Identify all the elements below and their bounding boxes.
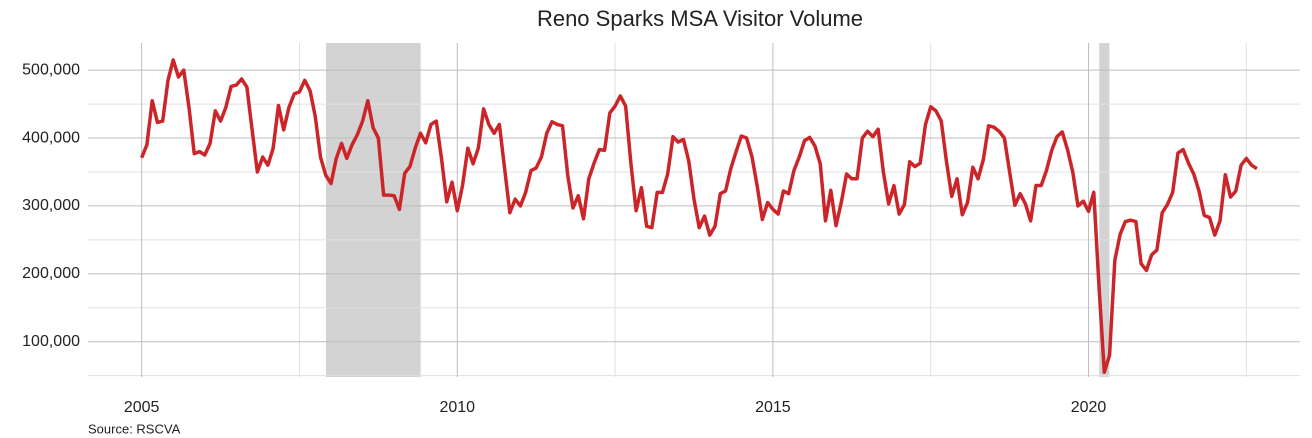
y-tick-label: 100,000 [22, 333, 80, 350]
source-note: Source: RSCVA [88, 421, 181, 436]
shaded-period [1099, 43, 1110, 377]
x-tick-label: 2020 [1071, 399, 1107, 416]
x-tick-label: 2005 [124, 399, 160, 416]
shaded-period [325, 43, 421, 377]
x-tick-label: 2010 [439, 399, 475, 416]
x-tick-label: 2015 [755, 399, 791, 416]
y-tick-label: 200,000 [22, 265, 80, 282]
y-tick-label: 300,000 [22, 197, 80, 214]
y-tick-label: 400,000 [22, 129, 80, 146]
y-tick-label: 500,000 [22, 61, 80, 78]
chart-title: Reno Sparks MSA Visitor Volume [537, 6, 863, 31]
data-line [140, 58, 1258, 374]
